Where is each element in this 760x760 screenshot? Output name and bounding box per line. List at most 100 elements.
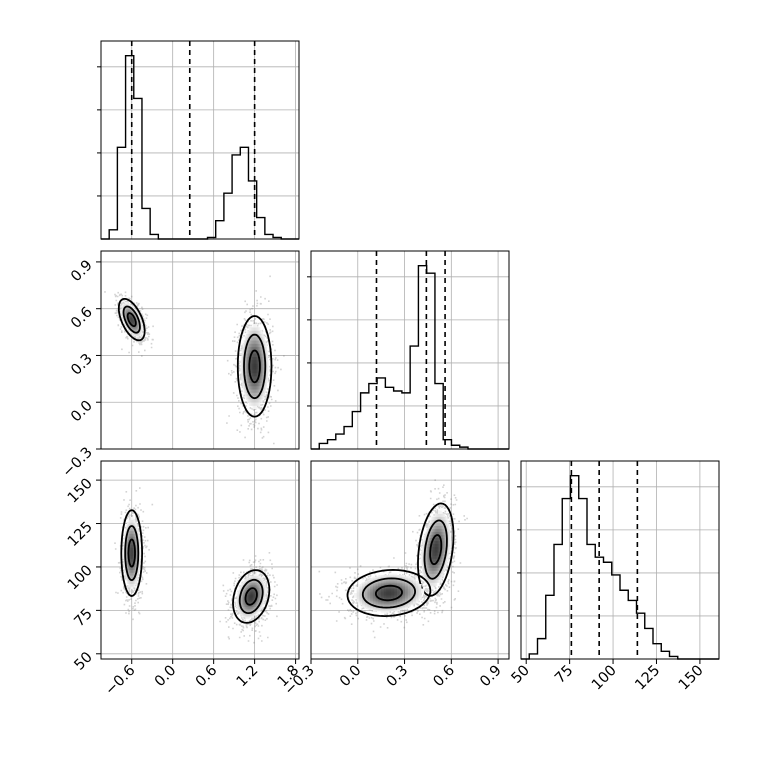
density-cell — [438, 576, 440, 580]
density-cell — [439, 540, 441, 544]
density-cell — [435, 579, 438, 583]
density-cell — [135, 539, 137, 543]
density-cell — [135, 334, 138, 337]
density-cell — [127, 525, 129, 529]
density-cell — [237, 596, 239, 599]
density-cell — [263, 343, 265, 348]
density-cell — [242, 346, 244, 351]
density-cell — [131, 586, 133, 590]
density-cell — [129, 572, 131, 576]
density-cell — [133, 323, 135, 326]
density-cell — [257, 599, 259, 602]
density-cell — [434, 552, 437, 556]
density-cell — [130, 553, 132, 557]
density-cell — [248, 398, 250, 403]
panel-frame — [520, 460, 720, 660]
density-cell — [428, 579, 431, 583]
x-tick-label: 0.6 — [431, 663, 459, 691]
density-cell — [248, 575, 251, 578]
density-cell — [140, 326, 143, 328]
density-cell — [386, 587, 390, 589]
density-cell — [257, 594, 259, 597]
density-cell — [128, 304, 130, 307]
density-cell — [137, 320, 139, 323]
density-cell — [250, 589, 252, 592]
density-cell — [138, 331, 140, 334]
density-cell — [131, 322, 133, 324]
density-cell — [407, 587, 411, 589]
density-cell — [367, 598, 371, 601]
density-cell — [134, 327, 136, 330]
density-cell — [444, 543, 447, 547]
density-cell — [441, 516, 443, 520]
density-cell — [246, 613, 248, 616]
y-tick-label: −0.3 — [60, 445, 96, 481]
density-cell — [132, 550, 134, 554]
density-cell — [265, 366, 267, 370]
density-cell — [405, 576, 409, 579]
density-cell — [399, 576, 403, 579]
density-cell — [375, 601, 379, 604]
density-cell — [255, 366, 258, 370]
density-cell — [255, 382, 258, 387]
density-cell — [132, 316, 134, 319]
density-cell — [138, 536, 140, 540]
panel-frame — [100, 40, 300, 240]
density-cell — [431, 555, 433, 559]
density-cell — [139, 564, 141, 568]
density-cell — [131, 553, 133, 557]
density-cell — [439, 561, 441, 565]
density-cell — [410, 595, 414, 598]
density-cell — [252, 337, 254, 341]
density-cell — [436, 552, 439, 556]
density-cell — [262, 594, 265, 597]
density-cell — [248, 340, 250, 344]
density-cell — [431, 516, 433, 520]
density-cell — [249, 353, 251, 357]
density-cell — [244, 343, 247, 348]
density-cell — [129, 580, 131, 584]
density-cell — [261, 359, 263, 364]
density-cell — [356, 587, 360, 589]
density-cell — [394, 594, 398, 597]
density-cell — [261, 376, 263, 380]
density-cell — [252, 606, 254, 609]
density-cell — [247, 579, 250, 582]
density-cell — [263, 389, 265, 393]
density-cell — [123, 547, 125, 551]
density-cell — [429, 534, 432, 538]
density-cell — [248, 577, 251, 580]
density-cell — [135, 310, 137, 312]
density-cell — [134, 308, 136, 311]
density-cell — [362, 582, 366, 585]
density-cell — [423, 561, 425, 565]
density-cell — [258, 610, 260, 613]
density-cell — [433, 552, 435, 556]
density-cell — [405, 594, 409, 597]
y-tick-label: 0.9 — [68, 257, 96, 285]
density-cell — [383, 584, 387, 586]
density-cell — [250, 601, 252, 604]
density-cell — [432, 549, 434, 553]
density-cell — [418, 585, 422, 588]
density-cell — [440, 561, 442, 565]
density-cell — [130, 580, 132, 584]
density-cell — [252, 584, 254, 587]
density-cell — [258, 599, 260, 602]
density-cell — [134, 539, 136, 543]
density-cell — [438, 579, 440, 583]
density-cell — [243, 346, 246, 351]
density-cell — [380, 582, 384, 585]
density-cell — [127, 320, 129, 323]
density-cell — [364, 601, 368, 604]
density-cell — [136, 578, 138, 582]
density-cell — [138, 564, 140, 568]
density-cell — [129, 569, 131, 573]
density-cell — [124, 311, 126, 314]
density-cell — [238, 603, 240, 606]
density-cell — [418, 587, 422, 589]
density-cell — [448, 537, 450, 541]
density-cell — [249, 398, 251, 403]
density-cell — [254, 369, 257, 374]
density-cell — [121, 304, 123, 307]
